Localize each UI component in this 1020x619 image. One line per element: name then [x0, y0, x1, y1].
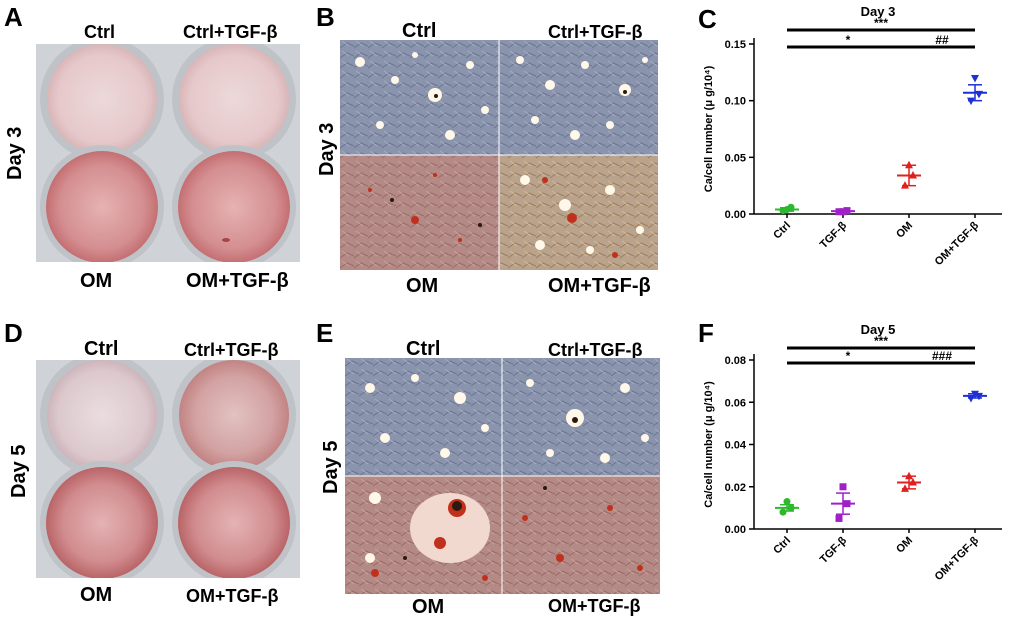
significance-label: ## [935, 33, 949, 47]
chart-f: Day 5 0.00 0.02 0.04 0.06 0.08 Ca/cell number … [703, 322, 1002, 583]
data-point [779, 508, 787, 516]
data-point [901, 484, 909, 492]
chart-title: Day 3 [861, 4, 896, 19]
data-point [909, 478, 917, 486]
x-tick-label: Ctrl [771, 535, 793, 557]
well-plate-photo-d [36, 360, 300, 578]
panel-letter-e: E [316, 318, 334, 348]
side-label-b: Day 3 [316, 122, 338, 176]
y-tick-label: 0.10 [725, 96, 746, 108]
data-point [839, 483, 847, 491]
y-tick-label: 0.02 [725, 482, 746, 494]
data-point [835, 208, 843, 216]
label-b-om-tgf: OM+TGF-β [548, 275, 651, 297]
label-a-om: OM [80, 270, 113, 292]
data-point [901, 181, 909, 189]
data-point [975, 90, 983, 99]
data-point [905, 471, 913, 480]
significance-label: *** [874, 16, 888, 30]
side-label-a: Day 3 [4, 126, 26, 180]
label-e-ctrl-tgf: Ctrl+TGF-β [548, 340, 643, 360]
y-axis-label: Ca/cell number (μ g/10⁴) [703, 65, 715, 192]
y-tick-label: 0.05 [725, 152, 746, 164]
data-point [787, 504, 795, 512]
data-point [905, 160, 913, 169]
x-tick-label: TGF-β [818, 219, 850, 251]
side-label-e: Day 5 [320, 440, 342, 494]
significance-label: ### [932, 349, 952, 363]
label-b-om: OM [406, 275, 439, 297]
data-point [967, 395, 975, 403]
data-point [783, 205, 791, 213]
micrograph-b [340, 40, 658, 270]
panel-letter-d: D [4, 318, 23, 348]
label-e-ctrl: Ctrl [406, 338, 441, 360]
label-b-ctrl-tgf: Ctrl+TGF-β [548, 22, 643, 42]
label-d-ctrl: Ctrl [84, 338, 119, 360]
x-tick-label: TGF-β [818, 534, 850, 566]
x-tick-label: OM [894, 535, 915, 556]
panel-letter-b: B [316, 2, 335, 32]
data-point [971, 75, 979, 83]
label-d-ctrl-tgf: Ctrl+TGF-β [184, 340, 279, 360]
panel-letter-c: C [698, 4, 717, 34]
y-tick-label: 0.00 [725, 524, 746, 536]
y-axis-label: Ca/cell number (μ g/10⁴) [703, 381, 715, 508]
x-tick-label: OM [894, 220, 915, 241]
panel-letter-f: F [698, 318, 714, 348]
label-a-ctrl-tgf: Ctrl+TGF-β [183, 22, 278, 42]
label-e-om: OM [412, 596, 445, 618]
y-tick-label: 0.08 [725, 355, 746, 367]
label-b-ctrl: Ctrl [402, 20, 437, 42]
y-tick-label: 0.00 [725, 209, 746, 221]
data-point [839, 208, 847, 216]
y-tick-label: 0.06 [725, 397, 746, 409]
y-tick-label: 0.04 [725, 440, 747, 452]
label-a-om-tgf: OM+TGF-β [186, 270, 289, 292]
data-point [835, 514, 843, 522]
data-point [909, 170, 917, 179]
significance-label: *** [874, 334, 888, 348]
label-e-om-tgf: OM+TGF-β [548, 596, 641, 616]
data-point [783, 498, 791, 506]
label-d-om: OM [80, 584, 113, 606]
x-tick-label: OM+TGF-β [933, 534, 982, 583]
significance-label: * [846, 33, 851, 47]
significance-label: * [846, 349, 851, 363]
well-plate-photo-a [36, 44, 300, 262]
chart-c: Day 3 0.00 0.05 0.10 0.15 Ca/cell number (μ g… [703, 4, 1002, 268]
panel-letter-a: A [4, 2, 23, 32]
data-point [971, 390, 979, 399]
data-point [843, 207, 851, 215]
data-point [967, 97, 975, 106]
x-tick-label: Ctrl [771, 220, 793, 242]
x-tick-label: OM+TGF-β [933, 219, 982, 268]
data-point [843, 500, 851, 508]
label-a-ctrl: Ctrl [84, 22, 115, 42]
data-point [975, 392, 983, 401]
side-label-d: Day 5 [8, 444, 30, 498]
micrograph-e [345, 358, 660, 594]
chart-title: Day 5 [861, 322, 896, 337]
y-tick-label: 0.15 [725, 39, 746, 51]
label-d-om-tgf: OM+TGF-β [186, 586, 279, 606]
